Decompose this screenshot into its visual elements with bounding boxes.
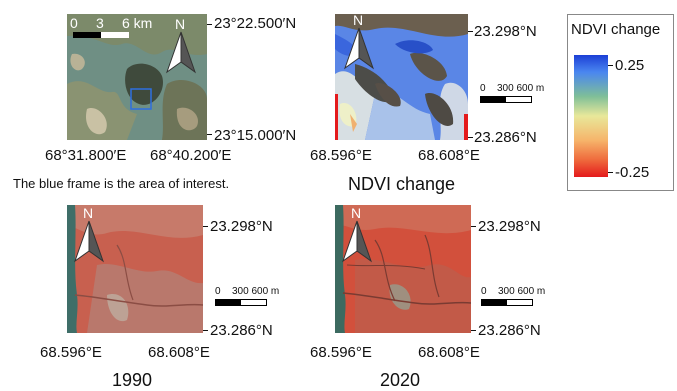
overview-caption: The blue frame is the area of interest. — [13, 176, 230, 191]
legend-title: NDVI change — [571, 21, 661, 38]
ndvi-legend: NDVI change 0.25 -0.25 — [567, 14, 674, 191]
overview-lat-top: 23°22.500′N — [214, 15, 297, 32]
ndvi-lon-left: 68.596°E — [310, 147, 372, 164]
y1990-lat-bottom: 23.286°N — [210, 322, 273, 339]
ndvi-lat-top: 23.298°N — [474, 23, 537, 40]
y2020-lon-right: 68.608°E — [418, 344, 480, 361]
overview-lon-right: 68°40.200′E — [150, 147, 232, 164]
overview-map: 0 3 6 km N — [67, 14, 207, 140]
legend-min-label: -0.25 — [615, 164, 650, 181]
scale-label-0: 0 — [70, 15, 78, 31]
north-arrow: N — [69, 205, 109, 267]
ndvi-scale-label-600: 300 600 m — [497, 83, 545, 94]
y2020-scale-bar — [481, 299, 533, 306]
north-arrow: N — [339, 14, 379, 74]
area-of-interest-frame — [130, 88, 152, 110]
scale-bar — [73, 32, 129, 38]
y2020-caption: 2020 — [380, 370, 421, 390]
y2020-scale-label-600: 300 600 m — [498, 286, 546, 297]
north-arrow: N — [161, 16, 201, 78]
legend-max-label: 0.25 — [615, 57, 645, 74]
y2020-lat-top: 23.298°N — [478, 218, 541, 235]
north-arrow-icon — [344, 27, 374, 70]
y1990-scale-label-600: 300 600 m — [232, 286, 280, 297]
ndvi-lat-bottom: 23.286°N — [474, 129, 537, 146]
north-label: N — [83, 205, 94, 221]
north-arrow-icon — [342, 220, 372, 263]
y2020-scale-label-0: 0 — [481, 286, 487, 297]
north-arrow-icon — [166, 31, 196, 74]
y2020-lon-left: 68.596°E — [310, 344, 372, 361]
y2020-lat-bottom: 23.286°N — [478, 322, 541, 339]
north-label: N — [351, 205, 362, 221]
ndvi-caption: NDVI change — [348, 174, 456, 194]
y1990-lat-top: 23.298°N — [210, 218, 273, 235]
north-label: N — [175, 16, 186, 32]
overview-lon-left: 68°31.800′E — [45, 147, 127, 164]
scale-label-6: 6 km — [122, 15, 153, 31]
north-label: N — [353, 14, 364, 28]
north-arrow: N — [337, 205, 377, 267]
map-1990-image — [67, 205, 203, 333]
overview-lat-bottom: 23°15.000′N — [214, 127, 297, 144]
y1990-caption: 1990 — [112, 370, 153, 390]
legend-colorbar — [574, 55, 608, 177]
y1990-scale-bar — [215, 299, 267, 306]
y1990-lon-left: 68.596°E — [40, 344, 102, 361]
ndvi-scale-label-0: 0 — [480, 83, 486, 94]
north-arrow-icon — [74, 220, 104, 263]
scale-label-3: 3 — [96, 15, 104, 31]
y1990-lon-right: 68.608°E — [148, 344, 210, 361]
ndvi-scale-bar — [480, 96, 532, 103]
map-2020: N — [335, 205, 471, 333]
overview-map-image — [67, 14, 207, 140]
y1990-scale-label-0: 0 — [215, 286, 221, 297]
map-1990: N — [67, 205, 203, 333]
ndvi-lon-right: 68.608°E — [418, 147, 480, 164]
ndvi-change-map: N — [335, 14, 468, 140]
